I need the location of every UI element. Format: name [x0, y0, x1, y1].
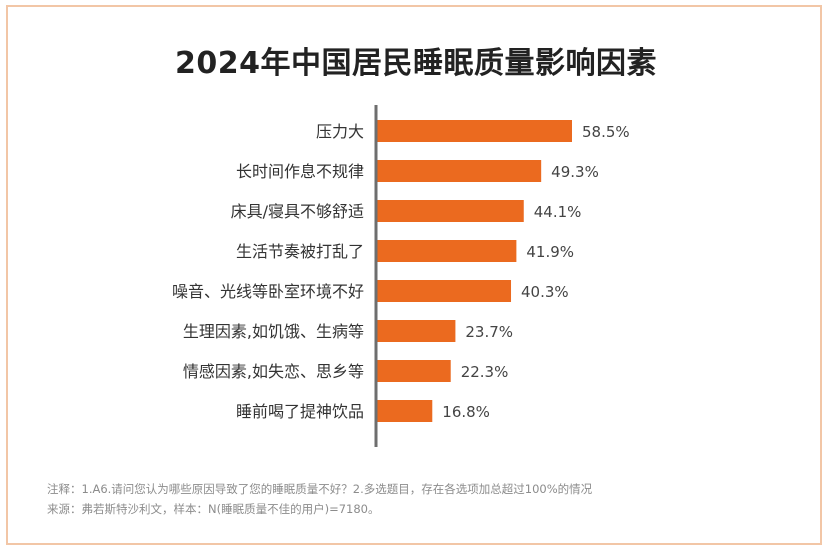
value-label: 58.5% — [582, 123, 630, 141]
bar — [376, 120, 572, 142]
category-label: 生活节奏被打乱了 — [236, 242, 364, 261]
chart-title: 2024年中国居民睡眠质量影响因素 — [175, 46, 657, 81]
category-label: 生理因素,如饥饿、生病等 — [183, 322, 364, 341]
value-label: 40.3% — [521, 283, 569, 301]
source-note: 来源：弗若斯特沙利文，样本：N(睡眠质量不佳的用户)=7180。 — [47, 502, 380, 516]
bar — [376, 160, 542, 182]
category-label: 床具/寝具不够舒适 — [231, 202, 364, 221]
bar — [376, 280, 512, 302]
value-label: 41.9% — [526, 243, 574, 261]
bar — [376, 320, 456, 342]
category-label: 压力大 — [316, 122, 364, 141]
category-label: 噪音、光线等卧室环境不好 — [172, 282, 364, 301]
value-label: 44.1% — [534, 203, 582, 221]
value-label: 49.3% — [551, 163, 599, 181]
bar — [376, 400, 433, 422]
bar — [376, 240, 517, 262]
category-label: 情感因素,如失恋、思乡等 — [183, 362, 364, 381]
footnote: 注释：1.A6.请问您认为哪些原因导致了您的睡眠质量不好？2.多选题目，存在各选… — [47, 482, 593, 496]
bar — [376, 200, 524, 222]
category-label: 睡前喝了提神饮品 — [236, 402, 364, 421]
chart-frame — [6, 5, 822, 545]
value-label: 16.8% — [442, 403, 490, 421]
category-label: 长时间作息不规律 — [236, 162, 364, 181]
bar — [376, 360, 451, 382]
value-label: 23.7% — [465, 323, 513, 341]
value-label: 22.3% — [461, 363, 509, 381]
